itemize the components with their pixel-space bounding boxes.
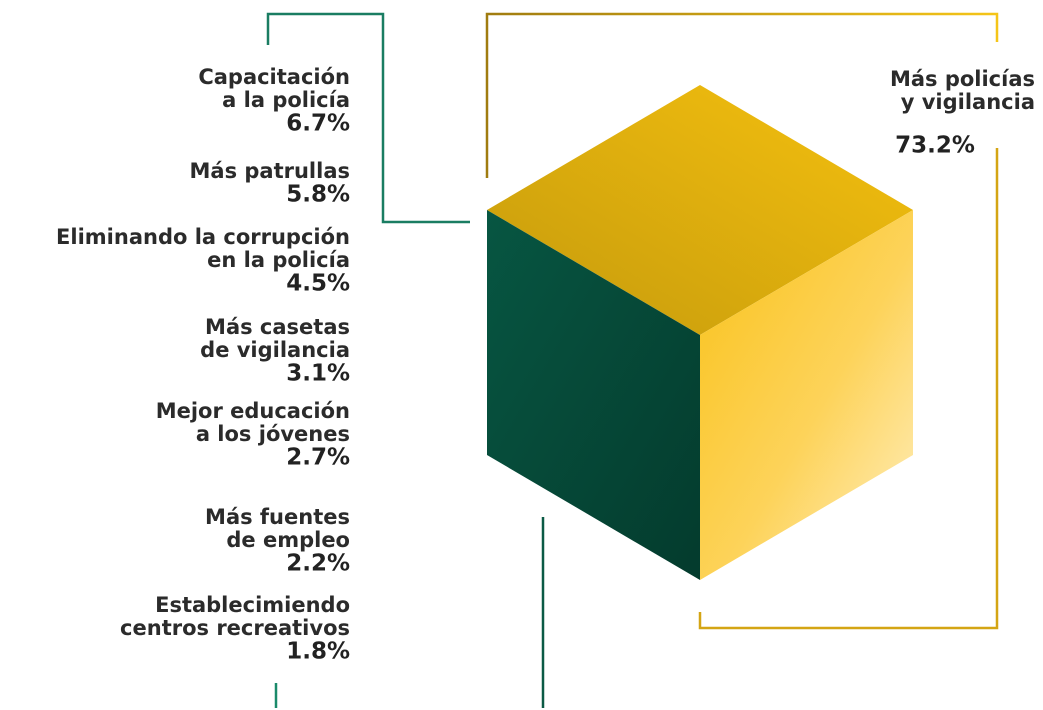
item-label: a los jóvenes <box>196 422 350 446</box>
item-label: centros recreativos <box>120 616 350 640</box>
item-value: 2.2% <box>286 551 350 577</box>
item-label: Más patrullas <box>190 159 351 183</box>
cube-right <box>700 210 913 580</box>
item-value: 3.1% <box>286 361 350 387</box>
connectors <box>266 12 999 708</box>
main-label: Más policías <box>890 67 1035 91</box>
main-label: y vigilancia <box>901 90 1035 114</box>
item-label: Capacitación <box>198 65 350 89</box>
item-label: a la policía <box>222 88 350 112</box>
item-label: Más fuentes <box>205 505 350 529</box>
connector-line <box>698 148 999 630</box>
cube <box>487 85 913 580</box>
item-value: 1.8% <box>286 639 350 665</box>
connector-line <box>485 12 999 178</box>
item-label: de vigilancia <box>200 338 350 362</box>
item-label: Mejor educación <box>156 399 350 423</box>
item-label: Más casetas <box>205 315 350 339</box>
item-label: de empleo <box>226 528 350 552</box>
connector-line <box>266 12 470 224</box>
item-value: 6.7% <box>286 111 350 137</box>
item-label: en la policía <box>207 248 350 272</box>
item-label: Eliminando la corrupción <box>56 225 350 249</box>
item-value: 2.7% <box>286 445 350 471</box>
item-label: Establecimiendo <box>155 593 350 617</box>
main-value: 73.2% <box>895 133 975 159</box>
item-value: 5.8% <box>286 182 350 208</box>
item-value: 4.5% <box>286 271 350 297</box>
cube-left <box>487 210 700 580</box>
